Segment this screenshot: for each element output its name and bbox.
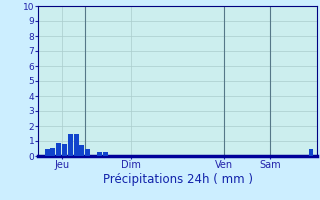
Bar — [62, 144, 67, 156]
Bar — [97, 152, 102, 156]
Bar — [103, 152, 108, 156]
Bar — [85, 148, 90, 156]
Bar — [56, 143, 61, 156]
Bar — [44, 149, 50, 156]
Bar — [74, 134, 79, 156]
Bar — [68, 134, 73, 156]
Bar — [51, 148, 55, 156]
Bar — [79, 145, 84, 156]
Bar — [308, 149, 314, 156]
X-axis label: Précipitations 24h ( mm ): Précipitations 24h ( mm ) — [103, 173, 252, 186]
